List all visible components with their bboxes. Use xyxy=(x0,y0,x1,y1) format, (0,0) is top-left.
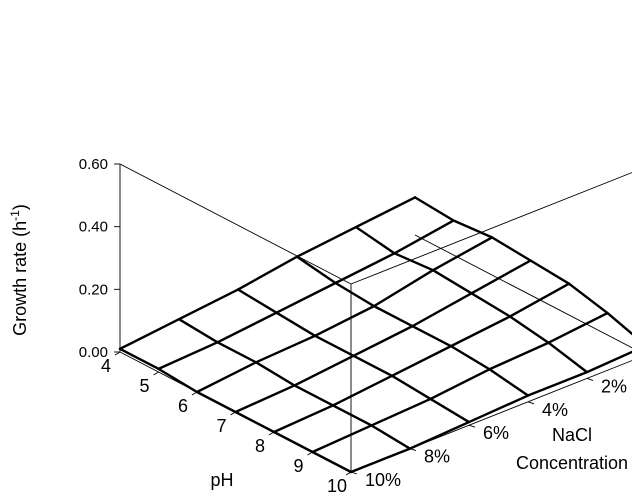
x-axis-ticks: 4 5 6 7 8 9 10 xyxy=(101,351,352,496)
x-tick-mark xyxy=(230,411,236,416)
y-tick-mark xyxy=(527,401,535,405)
mesh-line-ph-7 xyxy=(234,259,532,414)
floor-edge-back xyxy=(414,234,632,349)
box-edge-top-back xyxy=(350,172,632,285)
y-axis-ticks: 0%2%4%6%8%10% xyxy=(350,376,627,490)
z-tick-label: 0.60 xyxy=(79,156,108,173)
x-tick-label: 7 xyxy=(216,416,226,436)
y-tick-label: 10% xyxy=(365,470,401,490)
z-tick-label: 0.40 xyxy=(79,219,108,236)
x-tick-label: 4 xyxy=(101,356,111,376)
x-tick-label: 10 xyxy=(327,476,347,496)
z-tick-label: 0.00 xyxy=(79,344,108,361)
mesh-line-nacl-0 xyxy=(413,196,632,336)
mesh-line-nacl-10 xyxy=(118,347,353,474)
z-tick-label: 0.20 xyxy=(79,281,108,298)
mesh-line-ph-8 xyxy=(272,282,571,434)
mesh-line-ph-5 xyxy=(157,219,455,371)
x-tick-label: 8 xyxy=(255,436,265,456)
y-tick-label: 2% xyxy=(601,376,627,396)
mesh-line-ph-4 xyxy=(118,196,417,351)
y-tick-mark xyxy=(350,471,358,475)
y-tick-label: 8% xyxy=(424,447,450,467)
x-tick-label: 5 xyxy=(139,376,149,396)
x-tick-mark xyxy=(307,451,313,456)
y-tick-label: 4% xyxy=(542,400,568,420)
y-tick-mark xyxy=(586,377,594,381)
z-axis-ticks: 0.00 0.20 0.40 0.60 xyxy=(79,156,120,361)
mesh-line-ph-10 xyxy=(349,350,632,474)
z-axis-label: Growth rate (h-1) xyxy=(8,204,30,336)
x-tick-mark xyxy=(268,431,275,436)
x-tick-label: 6 xyxy=(178,396,188,416)
x-tick-mark xyxy=(153,371,159,376)
x-tick-mark xyxy=(114,351,121,356)
y-tick-mark xyxy=(409,448,417,452)
y-tick-label: 6% xyxy=(483,423,509,443)
y-tick-mark xyxy=(468,424,476,428)
x-tick-mark xyxy=(345,471,352,476)
x-axis-label: pH xyxy=(210,470,233,490)
y-axis-label: NaCl xyxy=(552,425,592,445)
mesh-line-ph-9 xyxy=(311,311,609,454)
x-tick-label: 9 xyxy=(293,456,303,476)
x-tick-mark xyxy=(191,391,198,396)
y-axis-label-line2: Concentration xyxy=(516,453,628,473)
mesh-line-ph-6 xyxy=(195,236,494,394)
box-edge-top xyxy=(119,163,352,285)
